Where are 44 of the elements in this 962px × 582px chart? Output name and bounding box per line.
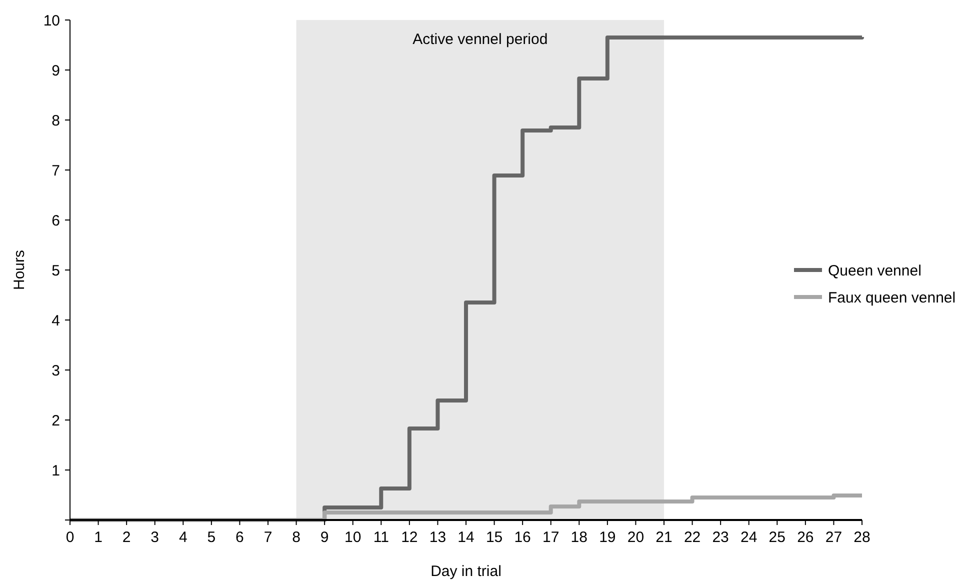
x-tick-label: 19 [599,529,616,546]
x-tick-label: 13 [429,529,446,546]
y-tick-label: 2 [52,412,60,430]
x-tick-label: 16 [514,529,531,546]
x-tick-label: 2 [122,529,131,546]
x-tick-label: 25 [768,529,786,546]
x-tick-label: 5 [207,529,216,546]
legend-label: Queen vennel [828,262,922,280]
x-tick-label: 20 [627,529,644,546]
x-tick-label: 26 [797,529,814,546]
x-tick-label: 21 [656,529,672,546]
y-tick-label: 3 [52,362,60,380]
y-tick-label: 7 [52,162,60,180]
x-tick-label: 11 [373,529,389,546]
band-label: Active vennel period [412,31,548,48]
x-tick-label: 1 [94,529,102,546]
x-tick-label: 15 [486,529,503,546]
y-tick-label: 8 [52,112,60,130]
x-tick-label: 18 [570,529,588,546]
x-tick-label: 22 [684,529,701,546]
x-tick-label: 24 [740,529,758,546]
x-tick-label: 14 [458,529,474,546]
y-axis-title: Hours [11,250,28,290]
x-tick-label: 8 [292,529,300,546]
y-tick-label: 5 [52,262,60,280]
x-tick-label: 9 [320,529,329,546]
x-tick-label: 28 [854,529,870,546]
x-tick-label: 10 [344,529,362,546]
y-tick-label: 1 [52,462,60,480]
x-tick-label: 7 [264,529,272,546]
x-tick-label: 3 [150,529,160,546]
legend-label: Faux queen vennel [828,289,956,306]
x-axis-title: Day in trial [430,563,502,580]
y-tick-label: 10 [43,12,60,30]
x-tick-label: 27 [825,529,842,546]
x-tick-label: 17 [542,529,560,546]
y-tick-label: 6 [52,212,60,230]
x-tick-label: 23 [712,529,729,546]
y-tick-label: 4 [52,312,60,330]
y-tick-label: 9 [52,62,60,80]
x-tick-label: 0 [66,529,74,546]
x-tick-label: 4 [178,529,188,546]
x-tick-label: 12 [401,529,418,546]
x-tick-label: 6 [236,529,244,546]
